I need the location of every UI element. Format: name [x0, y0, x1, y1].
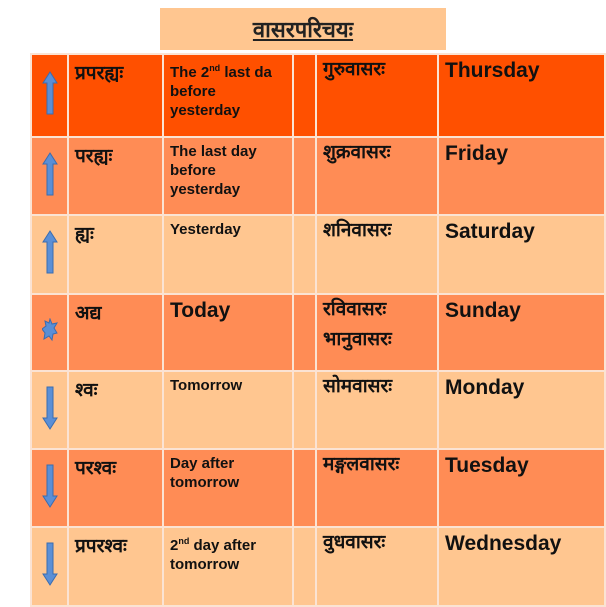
table-row: प्रपरह्यः The 2nd last da before yesterd…	[30, 53, 606, 138]
sanskrit-term: ह्यः	[67, 214, 164, 295]
english-weekday: Wednesday	[437, 526, 606, 607]
icon-cell	[30, 214, 69, 295]
sanskrit-term: परश्वः	[67, 448, 164, 528]
sanskrit-term: प्रपरह्यः	[67, 53, 164, 138]
english-meaning: The last day before yesterday	[162, 136, 294, 216]
icon-cell	[30, 448, 69, 528]
arrow-down-icon	[41, 464, 58, 512]
sanskrit-weekday: वुधवासरः	[315, 526, 439, 607]
table-row: अद्य Today रविवासरः भानुवासरः Sunday	[30, 293, 606, 372]
arrow-down-icon	[41, 542, 58, 590]
table-row: परह्यः The last day before yesterday शुक…	[30, 136, 606, 216]
english-meaning: Yesterday	[162, 214, 294, 295]
english-meaning: 2nd day after tomorrow	[162, 526, 294, 607]
icon-cell	[30, 53, 69, 138]
english-weekday: Tuesday	[437, 448, 606, 528]
english-weekday: Saturday	[437, 214, 606, 295]
spacer-cell	[292, 448, 317, 528]
icon-cell	[30, 136, 69, 216]
sanskrit-term: श्वः	[67, 370, 164, 450]
english-meaning: Today	[162, 293, 294, 372]
table-row: प्रपरश्वः 2nd day after tomorrow वुधवासर…	[30, 526, 606, 607]
spacer-cell	[292, 136, 317, 216]
weekday-table: प्रपरह्यः The 2nd last da before yesterd…	[30, 53, 606, 607]
spacer-cell	[292, 370, 317, 450]
icon-cell	[30, 293, 69, 372]
english-weekday: Thursday	[437, 53, 606, 138]
sanskrit-term: अद्य	[67, 293, 164, 372]
table-row: श्वः Tomorrow सोमवासरः Monday	[30, 370, 606, 450]
icon-cell	[30, 526, 69, 607]
spacer-cell	[292, 214, 317, 295]
sanskrit-weekday: रविवासरः भानुवासरः	[315, 293, 439, 372]
english-meaning: The 2nd last da before yesterday	[162, 53, 294, 138]
arrow-up-icon	[41, 151, 58, 200]
spacer-cell	[292, 526, 317, 607]
english-weekday: Friday	[437, 136, 606, 216]
arrow-up-icon	[41, 71, 58, 119]
arrow-down-icon	[41, 386, 58, 434]
sanskrit-weekday: सोमवासरः	[315, 370, 439, 450]
sanskrit-term: परह्यः	[67, 136, 164, 216]
spacer-cell	[292, 53, 317, 138]
table-row: परश्वः Day after tomorrow मङ्गलवासरः Tue…	[30, 448, 606, 528]
english-meaning: Tomorrow	[162, 370, 294, 450]
sanskrit-weekday: मङ्गलवासरः	[315, 448, 439, 528]
sanskrit-term: प्रपरश्वः	[67, 526, 164, 607]
sanskrit-weekday: गुरुवासरः	[315, 53, 439, 138]
arrow-up-icon	[41, 230, 58, 278]
sanskrit-weekday: शुक्रवासरः	[315, 136, 439, 216]
sun-icon	[40, 317, 58, 346]
spacer-cell	[292, 293, 317, 372]
sanskrit-weekday: शनिवासरः	[315, 214, 439, 295]
page-title: वासरपरिचयः	[252, 17, 354, 42]
table-row: ह्यः Yesterday शनिवासरः Saturday	[30, 214, 606, 295]
icon-cell	[30, 370, 69, 450]
english-weekday: Monday	[437, 370, 606, 450]
english-weekday: Sunday	[437, 293, 606, 372]
english-meaning: Day after tomorrow	[162, 448, 294, 528]
title-box: वासरपरिचयः	[160, 8, 446, 50]
